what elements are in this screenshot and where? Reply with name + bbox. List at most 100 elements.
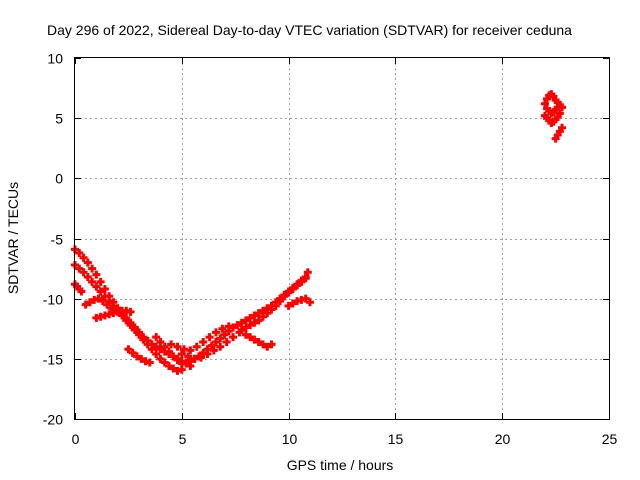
data-point: [241, 316, 250, 325]
data-point: [124, 345, 133, 354]
data-point: [100, 292, 109, 301]
data-point: [250, 335, 259, 344]
data-point: [276, 297, 285, 306]
x-tick-label: 10: [282, 431, 298, 447]
data-point: [186, 346, 195, 355]
data-point: [143, 340, 152, 349]
data-point: [301, 294, 310, 303]
data-point: [169, 352, 178, 361]
data-point: [152, 342, 161, 351]
data-point: [267, 305, 276, 314]
data-point: [216, 342, 225, 351]
data-point: [284, 288, 293, 297]
y-tick-label: 5: [55, 111, 63, 127]
data-point: [94, 294, 103, 303]
data-point: [250, 311, 259, 320]
data-point: [197, 353, 206, 362]
data-point: [85, 298, 94, 307]
data-point: [237, 325, 246, 334]
data-point: [220, 330, 229, 339]
data-point: [83, 273, 92, 282]
data-point: [137, 354, 146, 363]
data-point: [96, 277, 105, 286]
y-tick-labels: -20 -15 -10 -5 0 5 10: [43, 51, 63, 428]
data-point: [152, 333, 161, 342]
data-point: [126, 307, 135, 316]
data-point: [177, 350, 186, 359]
y-tick-label: -10: [43, 292, 63, 308]
data-point: [254, 316, 263, 325]
data-point: [303, 268, 312, 277]
data-point: [267, 340, 276, 349]
data-point: [135, 330, 144, 339]
data-point: [288, 285, 297, 294]
data-point: [293, 281, 302, 290]
data-point: [288, 299, 297, 308]
x-axis-title: GPS time / hours: [287, 457, 394, 473]
data-point: [216, 334, 225, 343]
data-point: [284, 301, 293, 310]
data-point: [88, 264, 97, 273]
data-point: [205, 333, 214, 342]
data-point: [305, 298, 314, 307]
data-point: [203, 350, 212, 359]
data-point: [132, 352, 141, 361]
data-point: [558, 123, 567, 132]
grid-lines: [75, 58, 609, 419]
data-point: [224, 322, 233, 331]
data-point: [88, 277, 97, 286]
data-point: [254, 337, 263, 346]
data-point: [139, 335, 148, 344]
data-point: [156, 354, 165, 363]
x-tick-label: 20: [495, 431, 511, 447]
x-tick-label: 0: [72, 431, 80, 447]
data-point: [156, 345, 165, 354]
y-tick-label: 0: [55, 171, 63, 187]
x-tick-label: 5: [179, 431, 187, 447]
data-point: [79, 253, 88, 262]
data-point: [207, 341, 216, 350]
data-point: [160, 342, 169, 351]
data-point: [160, 358, 169, 367]
data-point: [164, 347, 173, 356]
data-point: [199, 337, 208, 346]
data-point: [83, 258, 92, 267]
data-point: [81, 300, 90, 309]
data-point: [77, 287, 86, 296]
data-point: [241, 323, 250, 332]
data-point: [152, 350, 161, 359]
x-tick-label: 15: [388, 431, 404, 447]
data-point: [254, 309, 263, 318]
data-point: [75, 248, 84, 257]
data-point: [173, 342, 182, 351]
data-point: [297, 277, 306, 286]
y-tick-label: -5: [51, 232, 64, 248]
x-tick-labels: 0 5 10 15 20 25: [72, 431, 618, 447]
data-point: [107, 304, 116, 313]
chart-title: Day 296 of 2022, Sidereal Day-to-day VTE…: [47, 22, 572, 38]
data-point: [301, 274, 310, 283]
data-point: [263, 342, 272, 351]
data-point: [218, 324, 227, 333]
data-point: [156, 337, 165, 346]
data-point: [258, 340, 267, 349]
data-point: [96, 287, 105, 296]
data-point: [233, 321, 242, 330]
data-point: [246, 313, 255, 322]
data-point: [222, 337, 231, 346]
data-point: [169, 364, 178, 373]
data-point: [145, 358, 154, 367]
data-point: [246, 321, 255, 330]
data-point: [173, 356, 182, 365]
data-point: [126, 321, 135, 330]
data-point: [147, 345, 156, 354]
data-point: [263, 309, 272, 318]
data-point: [258, 312, 267, 321]
y-tick-label: -20: [43, 412, 63, 428]
y-tick-label: 10: [47, 51, 63, 67]
data-point: [209, 346, 218, 355]
data-point: [540, 99, 549, 108]
data-point: [103, 300, 112, 309]
x-tick-label: 25: [602, 431, 618, 447]
